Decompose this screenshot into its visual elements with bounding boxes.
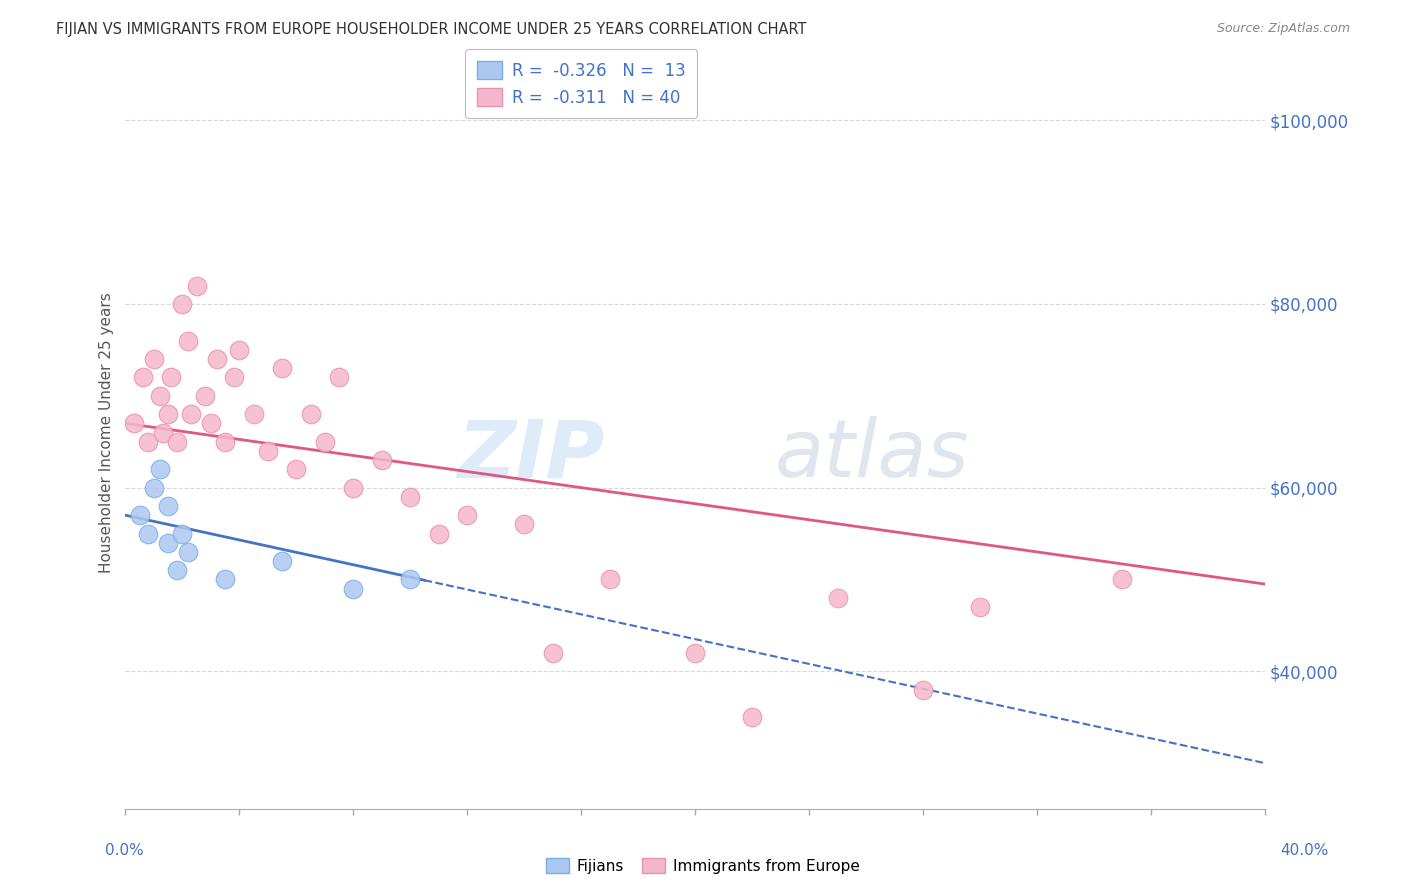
Point <box>160 370 183 384</box>
Point <box>194 389 217 403</box>
Point <box>427 526 450 541</box>
Point <box>513 517 536 532</box>
Point <box>166 434 188 449</box>
Point <box>827 591 849 605</box>
Point <box>399 490 422 504</box>
Point <box>285 462 308 476</box>
Point <box>172 526 194 541</box>
Point <box>271 554 294 568</box>
Point <box>242 407 264 421</box>
Point <box>741 710 763 724</box>
Point <box>142 352 165 367</box>
Point <box>214 573 236 587</box>
Point <box>128 508 150 523</box>
Text: atlas: atlas <box>775 417 970 494</box>
Point <box>314 434 336 449</box>
Point <box>342 582 364 596</box>
Point <box>180 407 202 421</box>
Point <box>599 573 621 587</box>
Text: 0.0%: 0.0% <box>105 843 145 858</box>
Point <box>177 545 200 559</box>
Point <box>683 646 706 660</box>
Point <box>136 434 159 449</box>
Point <box>342 481 364 495</box>
Legend: R =  -0.326   N =  13, R =  -0.311   N = 40: R = -0.326 N = 13, R = -0.311 N = 40 <box>465 49 697 119</box>
Point <box>257 444 280 458</box>
Point <box>371 453 394 467</box>
Point <box>152 425 174 440</box>
Point <box>200 417 222 431</box>
Point <box>157 407 180 421</box>
Text: FIJIAN VS IMMIGRANTS FROM EUROPE HOUSEHOLDER INCOME UNDER 25 YEARS CORRELATION C: FIJIAN VS IMMIGRANTS FROM EUROPE HOUSEHO… <box>56 22 807 37</box>
Text: ZIP: ZIP <box>457 417 605 494</box>
Point <box>149 389 172 403</box>
Text: Source: ZipAtlas.com: Source: ZipAtlas.com <box>1216 22 1350 36</box>
Point <box>136 526 159 541</box>
Point <box>142 481 165 495</box>
Point <box>222 370 245 384</box>
Point <box>214 434 236 449</box>
Point <box>911 682 934 697</box>
Text: 40.0%: 40.0% <box>1281 843 1329 858</box>
Point <box>166 563 188 577</box>
Point <box>456 508 478 523</box>
Point <box>969 599 991 614</box>
Point <box>541 646 564 660</box>
Point <box>1111 573 1133 587</box>
Point <box>299 407 322 421</box>
Y-axis label: Householder Income Under 25 years: Householder Income Under 25 years <box>100 293 114 573</box>
Point <box>271 361 294 376</box>
Legend: Fijians, Immigrants from Europe: Fijians, Immigrants from Europe <box>540 852 866 880</box>
Point <box>228 343 250 357</box>
Point <box>177 334 200 348</box>
Point <box>205 352 228 367</box>
Point <box>172 297 194 311</box>
Point <box>186 278 208 293</box>
Point <box>157 535 180 549</box>
Point <box>399 573 422 587</box>
Point <box>157 499 180 513</box>
Point <box>122 417 145 431</box>
Point <box>149 462 172 476</box>
Point <box>131 370 153 384</box>
Point <box>328 370 350 384</box>
